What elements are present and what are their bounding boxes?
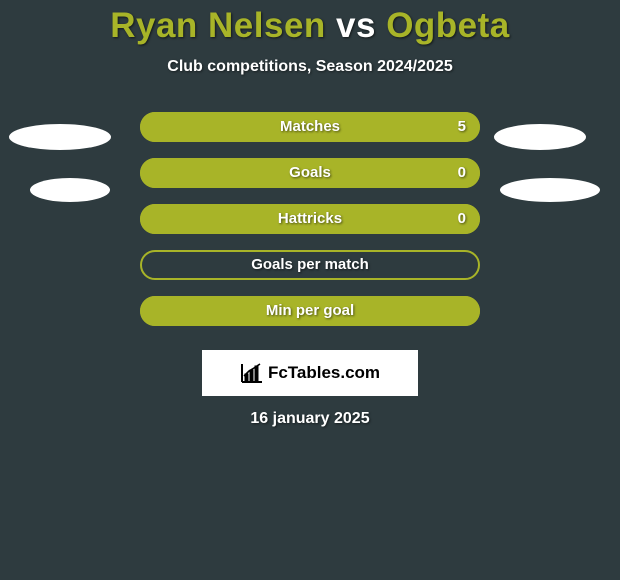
logo-text: FcTables.com <box>268 363 380 383</box>
stat-bar-fill <box>140 158 480 188</box>
stat-bar-row: Matches5 <box>140 112 480 142</box>
decorative-ellipse <box>9 124 111 150</box>
chart-area: Matches5 Goals0 Hattricks0 Goals per match M… <box>0 112 620 352</box>
stat-bar-row: Goals per match <box>140 250 480 280</box>
decorative-ellipse <box>500 178 600 202</box>
logo-box: FcTables.com <box>202 350 418 396</box>
stat-bar-row: Min per goal <box>140 296 480 326</box>
stat-bar-fill <box>140 112 480 142</box>
stat-bar-row: Goals0 <box>140 158 480 188</box>
stat-bars: Matches5 Goals0 Hattricks0 Goals per match M… <box>140 112 480 342</box>
decorative-ellipse <box>494 124 586 150</box>
date-label: 16 january 2025 <box>0 410 620 428</box>
stats-comparison-card: Ryan Nelsen vs Ogbeta Club competitions,… <box>0 0 620 580</box>
stat-bar-fill <box>140 296 480 326</box>
stat-bar-track <box>140 250 480 280</box>
barchart-icon <box>240 362 264 384</box>
stat-bar-fill <box>140 204 480 234</box>
decorative-ellipse <box>30 178 110 202</box>
stat-bar-row: Hattricks0 <box>140 204 480 234</box>
